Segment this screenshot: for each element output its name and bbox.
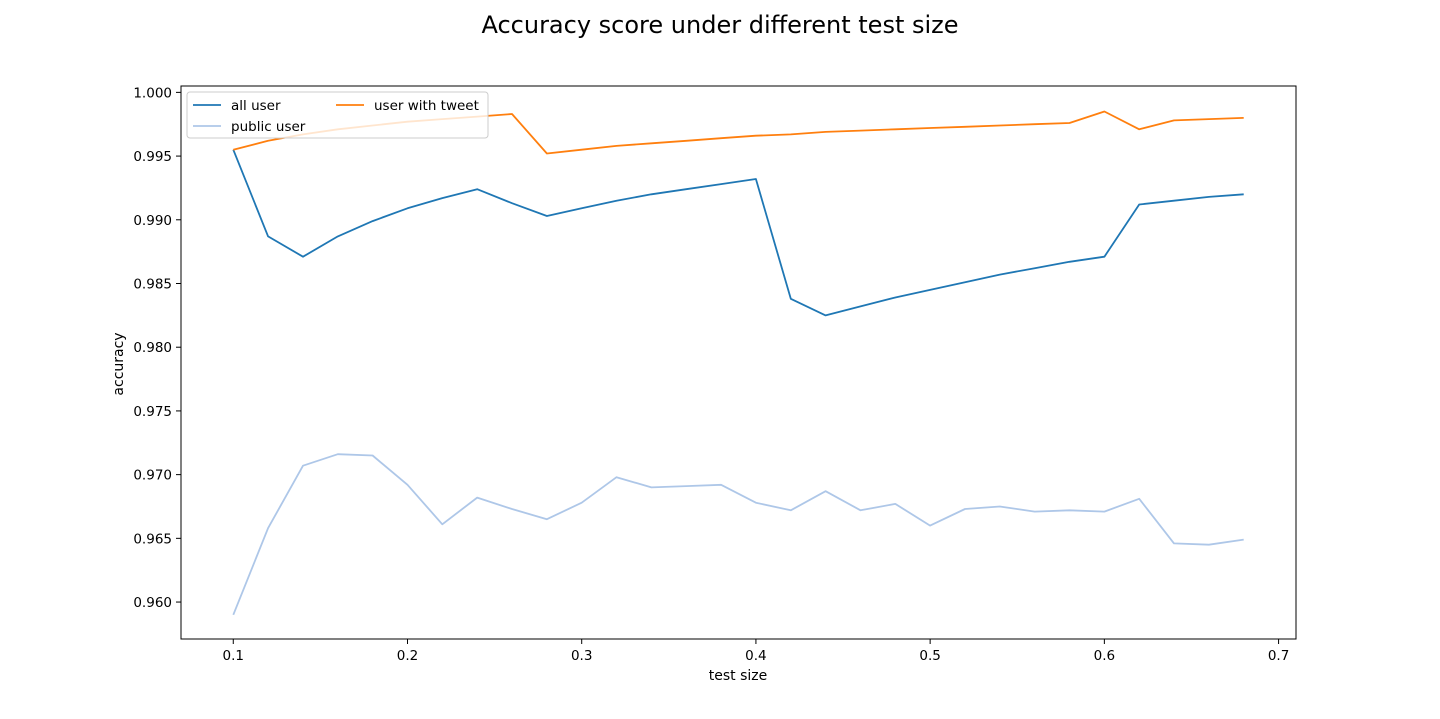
x-tick-label: 0.3 bbox=[571, 648, 592, 664]
x-axis-label: test size bbox=[709, 668, 767, 684]
legend-label: all user bbox=[231, 98, 281, 114]
x-tick-label: 0.7 bbox=[1268, 648, 1289, 664]
x-tick-label: 0.6 bbox=[1094, 648, 1115, 664]
y-axis-label: accuracy bbox=[111, 332, 127, 395]
series-line-public-user bbox=[232, 453, 1244, 616]
y-tick-label: 0.995 bbox=[133, 149, 172, 165]
y-tick-label: 0.965 bbox=[133, 531, 172, 547]
series-line-all-user bbox=[232, 149, 1244, 317]
legend-box bbox=[186, 91, 489, 139]
x-tick-label: 0.1 bbox=[223, 648, 244, 664]
chart-title: Accuracy score under different test size bbox=[481, 11, 958, 39]
y-tick-label: 0.990 bbox=[133, 213, 172, 229]
legend: all user public user user with tweet bbox=[186, 91, 489, 139]
y-tick-label: 0.960 bbox=[133, 595, 172, 611]
x-tick-label: 0.4 bbox=[745, 648, 766, 664]
y-tick-label: 0.985 bbox=[133, 277, 172, 293]
y-tick-label: 1.000 bbox=[133, 85, 172, 101]
y-tick-label: 0.970 bbox=[133, 468, 172, 484]
x-tick-label: 0.2 bbox=[397, 648, 418, 664]
legend-label: public user bbox=[231, 119, 306, 135]
axes-frame bbox=[180, 85, 1297, 640]
plot-area: 0.1 0.2 0.3 0.4 0.5 0.6 0.7 0.960 0.965 0.970 0.97… bbox=[133, 85, 1297, 664]
y-tick-label: 0.975 bbox=[133, 404, 172, 420]
y-tick-label: 0.980 bbox=[133, 340, 172, 356]
x-tick-label: 0.5 bbox=[919, 648, 940, 664]
legend-label: user with tweet bbox=[374, 98, 479, 114]
